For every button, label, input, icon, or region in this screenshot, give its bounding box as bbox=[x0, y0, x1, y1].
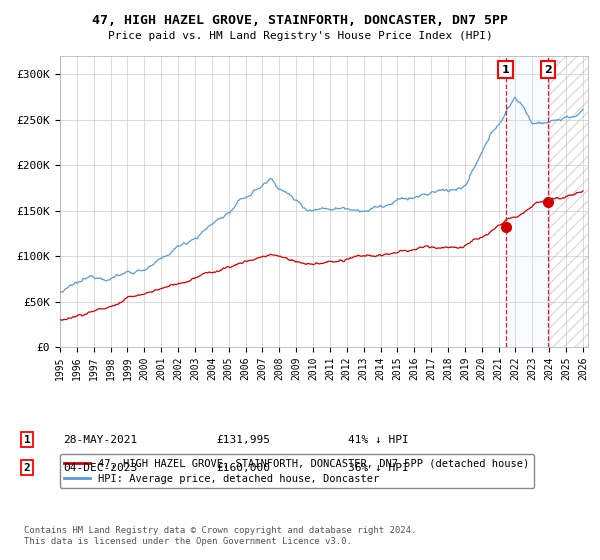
Text: 1: 1 bbox=[23, 435, 31, 445]
Text: 47, HIGH HAZEL GROVE, STAINFORTH, DONCASTER, DN7 5PP: 47, HIGH HAZEL GROVE, STAINFORTH, DONCAS… bbox=[92, 14, 508, 27]
Text: £160,000: £160,000 bbox=[216, 463, 270, 473]
Text: £131,995: £131,995 bbox=[216, 435, 270, 445]
Text: 41% ↓ HPI: 41% ↓ HPI bbox=[348, 435, 409, 445]
Bar bbox=[548, 56, 588, 347]
Text: 1: 1 bbox=[502, 64, 509, 74]
Bar bbox=[506, 56, 548, 347]
Text: Contains HM Land Registry data © Crown copyright and database right 2024.
This d: Contains HM Land Registry data © Crown c… bbox=[24, 526, 416, 546]
Text: 36% ↓ HPI: 36% ↓ HPI bbox=[348, 463, 409, 473]
Text: 04-DEC-2023: 04-DEC-2023 bbox=[63, 463, 137, 473]
Legend: 47, HIGH HAZEL GROVE, STAINFORTH, DONCASTER, DN7 5PP (detached house), HPI: Aver: 47, HIGH HAZEL GROVE, STAINFORTH, DONCAS… bbox=[60, 454, 534, 488]
Text: Price paid vs. HM Land Registry's House Price Index (HPI): Price paid vs. HM Land Registry's House … bbox=[107, 31, 493, 41]
Text: 2: 2 bbox=[23, 463, 31, 473]
Bar bbox=[548, 56, 588, 347]
Text: 2: 2 bbox=[544, 64, 552, 74]
Text: 28-MAY-2021: 28-MAY-2021 bbox=[63, 435, 137, 445]
